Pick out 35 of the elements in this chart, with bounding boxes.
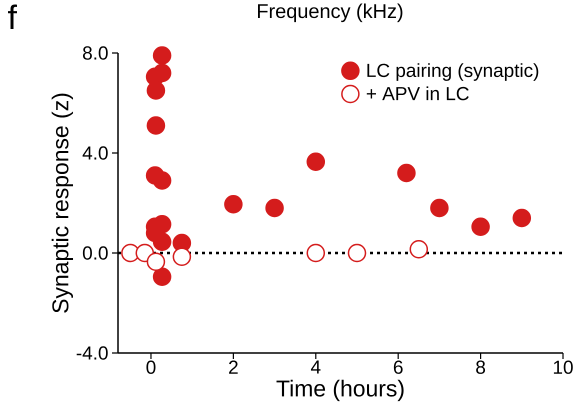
point — [397, 164, 416, 182]
y-tick-label: 0.0 — [82, 246, 108, 260]
x-axis-title: Time (hours) — [276, 380, 404, 402]
point — [146, 116, 166, 135]
legend-label: LC pairing (synaptic) — [367, 63, 538, 81]
x-tick-label: 8 — [476, 360, 486, 374]
point — [152, 64, 172, 82]
point — [410, 240, 428, 258]
x-tick-label: 6 — [394, 360, 403, 374]
point — [224, 195, 243, 214]
point — [152, 171, 172, 190]
point — [152, 268, 172, 286]
y-axis-title: Synaptic response (z) — [52, 94, 74, 313]
point — [306, 152, 326, 172]
point — [265, 198, 284, 218]
point — [471, 218, 490, 236]
point — [348, 244, 366, 262]
point — [146, 252, 166, 271]
point — [146, 81, 166, 100]
text: f — [8, 4, 17, 30]
x-tick-label: 4 — [310, 360, 320, 374]
y-tick-label: 4.0 — [82, 146, 108, 160]
x-tick-label: 0 — [146, 360, 156, 374]
point — [512, 208, 532, 228]
legend-label: + APV in LC — [366, 86, 469, 100]
x-tick-label: 2 — [229, 360, 238, 374]
point — [306, 244, 326, 262]
y-tick-label: -4.0 — [76, 346, 108, 360]
x-tick-label: 10 — [554, 360, 573, 374]
y-tick-label: 8.0 — [83, 46, 108, 60]
point — [172, 248, 192, 266]
point — [152, 232, 172, 251]
text: Frequency (kHz) — [258, 4, 402, 22]
point — [152, 46, 172, 65]
point — [430, 198, 449, 218]
